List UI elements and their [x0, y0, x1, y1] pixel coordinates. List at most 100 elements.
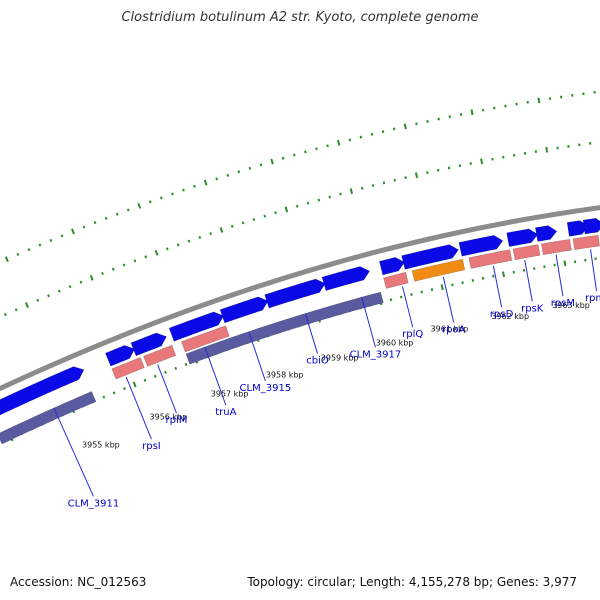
cds-arrow	[534, 225, 558, 242]
tick-mark	[230, 224, 234, 228]
tick-mark	[154, 249, 159, 256]
tick-mark	[480, 158, 484, 165]
tick-mark	[137, 202, 142, 209]
tick-mark	[219, 227, 224, 233]
tick-mark	[537, 97, 541, 104]
tick-mark	[148, 200, 152, 204]
tick-mark	[415, 122, 418, 126]
cds-arrows	[0, 217, 600, 416]
gene-label: CLM_3915	[240, 383, 292, 394]
kbp-marker-label: 3956 kbp	[150, 412, 188, 421]
tick-mark	[281, 156, 285, 160]
tick-mark	[336, 139, 341, 146]
tick-mark	[241, 221, 245, 225]
kbp-marker-label: 3958 kbp	[266, 371, 304, 380]
tick-mark	[448, 115, 452, 119]
tick-mark	[502, 271, 506, 278]
kbp-marker-label: 3960 kbp	[376, 338, 414, 347]
tick-mark	[393, 178, 397, 182]
cds-arrow	[219, 296, 269, 324]
tick-mark	[270, 158, 274, 165]
tick-mark	[248, 166, 252, 170]
gene-leader-line	[402, 286, 414, 328]
tick-mark	[89, 274, 94, 281]
tick-mark	[348, 138, 352, 142]
tick-mark	[458, 164, 462, 168]
tick-mark	[82, 225, 86, 229]
tick-mark	[359, 135, 363, 139]
tick-mark	[426, 119, 429, 123]
tick-mark	[38, 243, 42, 247]
tick-mark	[171, 192, 174, 196]
gene-label: truA	[215, 407, 236, 418]
tick-mark	[382, 181, 386, 185]
operon-bar	[185, 291, 384, 365]
tick-mark	[112, 391, 116, 395]
cds-arrow	[582, 217, 600, 235]
gene-label: rpoA	[442, 325, 466, 336]
label-leaders	[53, 249, 598, 497]
tick-mark	[164, 370, 167, 374]
tick-mark	[328, 195, 332, 199]
tick-mark	[304, 150, 307, 154]
gene-bar	[383, 271, 409, 289]
kbp-marker-label: 3959 kbp	[321, 354, 359, 363]
gene-bar	[143, 344, 177, 367]
gene-label: rpmJ	[585, 293, 600, 304]
kbp-marker-label: 3955 kbp	[82, 440, 120, 449]
tick-mark	[436, 168, 440, 172]
gene-leader-line	[361, 296, 376, 348]
tick-mark	[133, 259, 137, 263]
gene-leader-line	[125, 376, 152, 440]
gene-leader-line	[304, 313, 319, 354]
gene-leader-line	[157, 364, 177, 414]
tick-mark	[392, 127, 396, 131]
tick-mark	[104, 216, 108, 220]
tick-mark	[370, 132, 374, 136]
tick-mark	[123, 387, 126, 391]
operon-bar	[0, 391, 97, 445]
tick-mark	[3, 313, 7, 317]
tick-mark	[306, 201, 310, 205]
gene-leader-line	[492, 265, 503, 308]
tick-mark	[111, 267, 115, 271]
tick-mark	[420, 290, 423, 294]
gene-leader-line	[53, 407, 94, 497]
gene-label: rpsM	[551, 298, 575, 309]
gene-label: rpsK	[521, 303, 544, 314]
gene-leader-line	[555, 254, 564, 297]
cds-arrow	[458, 235, 504, 257]
tick-mark	[193, 184, 196, 188]
tick-mark	[27, 248, 31, 252]
gene-label: rplM	[166, 415, 188, 426]
tick-mark	[215, 177, 219, 181]
cds-arrow	[130, 332, 167, 357]
gene-bars	[111, 234, 600, 380]
tick-mark	[57, 289, 61, 293]
tick-mark	[93, 221, 97, 225]
tick-mark	[122, 263, 126, 267]
tick-mark	[317, 198, 321, 202]
tick-mark	[389, 298, 393, 302]
tick-mark	[315, 147, 318, 151]
gene-bar	[541, 238, 572, 256]
tick-mark	[47, 294, 50, 298]
gene-bar	[111, 357, 145, 380]
tick-mark	[349, 188, 354, 195]
tick-mark	[360, 186, 364, 190]
tick-mark	[447, 166, 451, 170]
cds-arrow	[506, 228, 539, 247]
tick-mark	[187, 239, 191, 243]
kbp-marker-label: 3961 kbp	[431, 325, 469, 334]
gene-bar	[181, 325, 230, 353]
tick-mark	[132, 381, 137, 388]
kbp-marker-label: 3957 kbp	[211, 389, 249, 398]
tick-mark	[414, 172, 419, 179]
gene-label: CLM_3917	[350, 349, 402, 360]
gene-bar	[468, 249, 513, 269]
tick-mark	[49, 238, 53, 242]
cds-arrow	[321, 266, 371, 291]
tick-mark	[263, 214, 267, 218]
rna-bar	[411, 258, 466, 282]
tick-mark	[274, 211, 277, 215]
